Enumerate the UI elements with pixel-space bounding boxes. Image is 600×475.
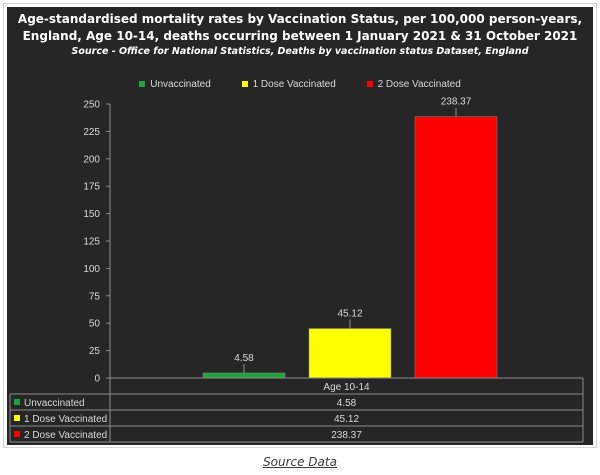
table-value: 4.58 bbox=[337, 398, 357, 409]
y-tick-label: 225 bbox=[83, 127, 100, 138]
table-series-name: 1 Dose Vaccinated bbox=[24, 414, 107, 425]
y-tick-label: 175 bbox=[83, 182, 100, 193]
y-tick-label: 25 bbox=[89, 346, 101, 357]
bar-chart: 0 25 50 75 100 125 150 175 200 225 250 4.58 45.12 238… bbox=[9, 97, 584, 443]
data-label: 238.37 bbox=[441, 97, 472, 108]
y-tick-label: 200 bbox=[83, 154, 100, 165]
y-tick-label: 75 bbox=[89, 291, 101, 302]
bar-1 bbox=[202, 372, 286, 379]
bar-2 bbox=[308, 328, 392, 379]
table-series-name: Unvaccinated bbox=[24, 398, 85, 409]
data-label: 45.12 bbox=[337, 309, 362, 320]
legend-item-2-dose: 2 Dose Vaccinated bbox=[366, 79, 461, 90]
y-tick-label: 50 bbox=[89, 319, 101, 330]
legend-item-unvaccinated: Unvaccinated bbox=[139, 79, 211, 90]
table-series-name: 2 Dose Vaccinated bbox=[24, 430, 107, 441]
source-data-link[interactable]: Source Data bbox=[263, 455, 337, 469]
chart-source-note: Source - Office for National Statistics,… bbox=[71, 46, 529, 57]
table-legend-key bbox=[14, 431, 20, 437]
chart-panel: Age-standardised mortality rates by Vacc… bbox=[7, 7, 593, 445]
legend-item-1-dose: 1 Dose Vaccinated bbox=[241, 79, 336, 90]
y-tick-label: 0 bbox=[94, 374, 100, 385]
legend-swatch-1-dose bbox=[241, 81, 248, 88]
table-value: 238.37 bbox=[331, 430, 362, 441]
y-tick-label: 125 bbox=[83, 237, 100, 248]
chart-title-line-2: England, Age 10-14, deaths occurring bet… bbox=[22, 29, 578, 43]
table-value: 45.12 bbox=[334, 414, 359, 425]
bar-3 bbox=[414, 116, 498, 379]
legend-swatch-unvaccinated bbox=[139, 81, 146, 88]
data-label: 4.58 bbox=[234, 353, 254, 364]
chart-title-line-1: Age-standardised mortality rates by Vacc… bbox=[17, 12, 583, 26]
legend-swatch-2-dose bbox=[366, 81, 373, 88]
legend-label-unvaccinated: Unvaccinated bbox=[150, 79, 211, 90]
chart-legend: Unvaccinated 1 Dose Vaccinated 2 Dose Va… bbox=[7, 79, 593, 90]
legend-label-1-dose: 1 Dose Vaccinated bbox=[252, 79, 336, 90]
table-legend-key bbox=[14, 399, 20, 405]
y-tick-label: 100 bbox=[83, 264, 100, 275]
x-category-label: Age 10-14 bbox=[323, 382, 370, 393]
table-legend-key bbox=[14, 415, 20, 421]
y-tick-label: 250 bbox=[83, 100, 100, 111]
y-tick-label: 150 bbox=[83, 209, 100, 220]
legend-label-2-dose: 2 Dose Vaccinated bbox=[377, 79, 461, 90]
